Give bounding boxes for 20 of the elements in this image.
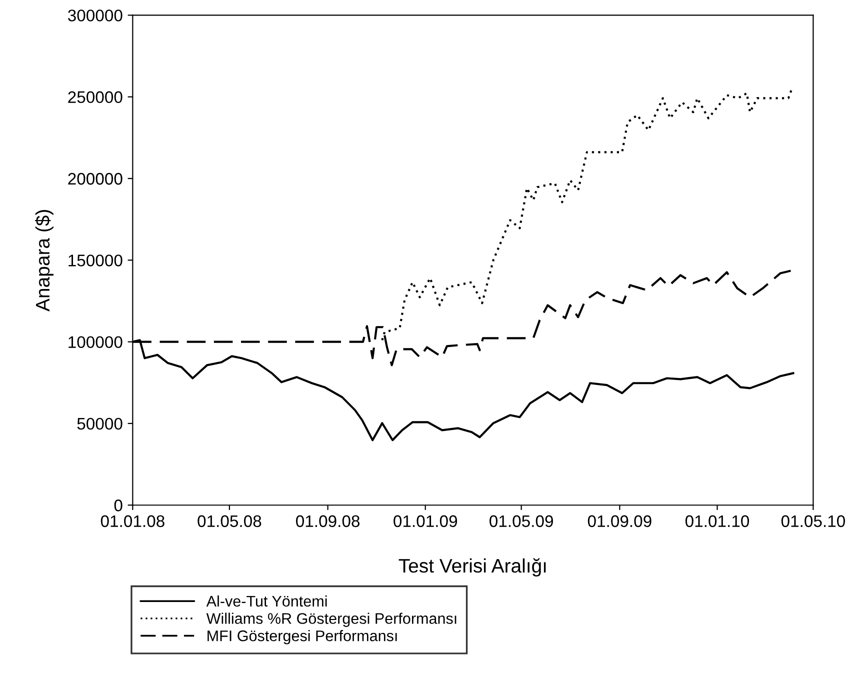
x-tick-label: 01.09.08 bbox=[296, 515, 360, 528]
y-tick-label: 50000 bbox=[77, 418, 122, 430]
legend-label: Williams %R Göstergesi Performansı bbox=[206, 612, 456, 627]
x-axis-title: Test Verisi Aralığı bbox=[398, 558, 546, 577]
y-tick-label: 0 bbox=[114, 500, 122, 512]
y-tick-label: 100000 bbox=[68, 336, 122, 348]
legend-label: Al-ve-Tut Yöntemi bbox=[206, 595, 327, 607]
x-tick-label: 01.01.09 bbox=[394, 515, 458, 528]
y-axis-title: Anapara ($) bbox=[35, 210, 54, 312]
y-tick-label: 250000 bbox=[68, 91, 122, 104]
y-tick-label: 200000 bbox=[68, 172, 122, 185]
x-tick-label: 01.05.09 bbox=[490, 515, 553, 528]
x-tick-label: 01.01.10 bbox=[685, 515, 750, 528]
y-tick-label: 150000 bbox=[68, 254, 122, 266]
legend-label: MFI Göstergesi Performansı bbox=[208, 630, 397, 644]
x-tick-label: 01.01.08 bbox=[100, 515, 164, 528]
x-tick-label: 01.05.10 bbox=[781, 515, 845, 528]
x-tick-label: 01.09.09 bbox=[588, 515, 652, 528]
y-tick-label: 300000 bbox=[68, 10, 122, 22]
x-tick-label: 01.05.08 bbox=[198, 515, 262, 528]
